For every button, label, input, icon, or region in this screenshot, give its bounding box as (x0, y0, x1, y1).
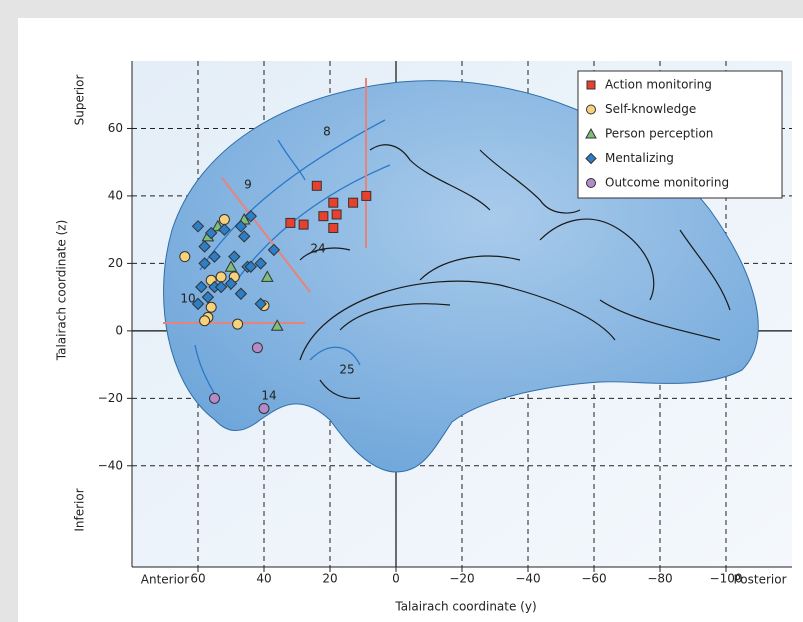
data-point (252, 343, 262, 353)
data-point (332, 210, 341, 219)
y-tick-label: 0 (115, 323, 123, 337)
y-tick-label: 60 (108, 121, 123, 135)
data-point (299, 220, 308, 229)
legend-marker (587, 179, 596, 188)
x-tick-label: 40 (256, 572, 271, 586)
data-point (206, 302, 216, 312)
legend-marker (587, 105, 596, 114)
legend-label: Person perception (605, 127, 713, 141)
y-tick-label: 20 (108, 256, 123, 270)
data-point (233, 319, 243, 329)
direction-label: Anterior (141, 573, 190, 587)
y-tick-label: −20 (98, 391, 123, 405)
data-point (259, 403, 269, 413)
direction-label: Inferior (73, 488, 87, 531)
legend-label: Outcome monitoring (605, 176, 729, 190)
data-point (329, 198, 338, 207)
data-point (286, 218, 295, 227)
data-point (210, 393, 220, 403)
data-point (312, 181, 321, 190)
legend-label: Mentalizing (605, 151, 674, 165)
data-point (216, 272, 226, 282)
x-tick-label: −60 (581, 572, 606, 586)
x-tick-label: 20 (322, 572, 337, 586)
x-tick-label: −40 (515, 572, 540, 586)
data-point (362, 191, 371, 200)
region-label: 10 (180, 292, 195, 306)
region-label: 24 (310, 242, 325, 256)
legend-label: Self-knowledge (605, 102, 696, 116)
y-tick-label: 40 (108, 188, 123, 202)
x-tick-label: −100 (710, 572, 743, 586)
y-tick-label: −40 (98, 458, 123, 472)
page: Talairach coordinate (y) Talairach coord… (0, 0, 803, 622)
data-point (219, 215, 229, 225)
legend-label: Action monitoring (605, 78, 712, 92)
chart: Talairach coordinate (y) Talairach coord… (0, 0, 803, 622)
region-label: 8 (323, 125, 331, 139)
region-label: 25 (339, 363, 354, 377)
x-tick-label: 0 (392, 572, 400, 586)
data-point (329, 223, 338, 232)
data-point (349, 198, 358, 207)
x-axis-label: Talairach coordinate (y) (394, 600, 536, 614)
region-label: 14 (261, 389, 276, 403)
x-tick-label: −20 (449, 572, 474, 586)
data-point (319, 212, 328, 221)
legend-marker (587, 81, 595, 89)
data-point (200, 316, 210, 326)
direction-label: Superior (73, 75, 87, 126)
x-tick-label: 60 (190, 572, 205, 586)
x-tick-label: −80 (647, 572, 672, 586)
data-point (180, 252, 190, 262)
y-axis-label: Talairach coordinate (z) (55, 220, 69, 362)
region-label: 9 (244, 178, 252, 192)
